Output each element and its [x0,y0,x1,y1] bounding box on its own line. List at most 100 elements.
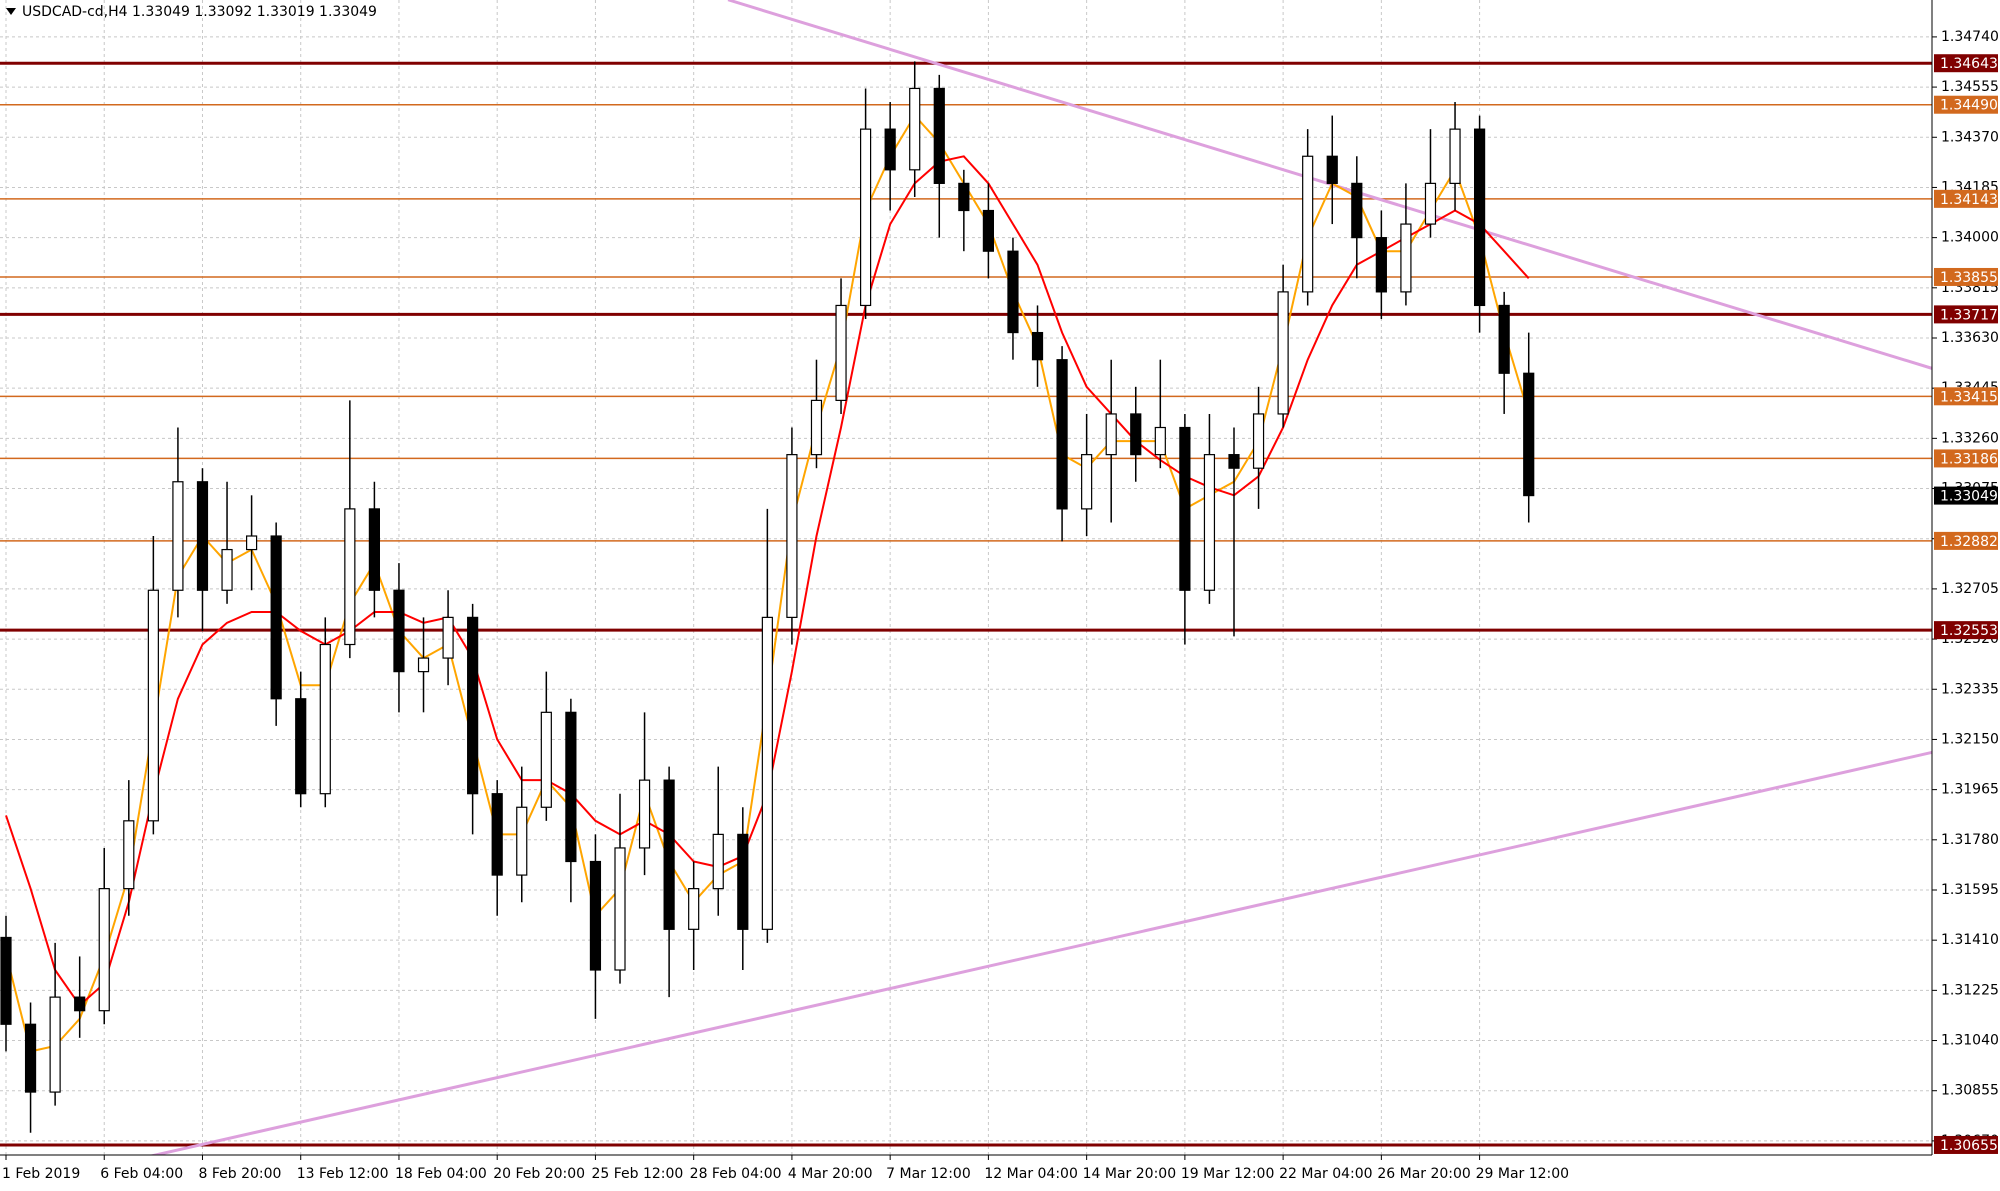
candle-body [1498,304,1510,374]
candle-body [737,833,749,930]
candle-body [1400,223,1412,293]
price-label: 1.33855 [1940,270,1998,286]
candle-body [516,806,528,876]
candle-body [540,711,552,808]
candle-body [1154,426,1166,456]
price-label-box [1934,305,1998,324]
x-tick-label: 14 Mar 20:00 [1083,1166,1176,1182]
candle-body [786,454,798,618]
price-label: 1.32553 [1940,623,1998,639]
candle-body [270,535,282,700]
price-label-box [1934,449,1998,468]
x-tick-label: 12 Mar 04:00 [984,1166,1077,1182]
x-tick-label: 20 Feb 20:00 [493,1166,585,1182]
candle-body [1031,331,1044,361]
candle-body [467,616,479,795]
price-label: 1.34143 [1940,192,1998,208]
candle-body [614,847,626,971]
x-tick-label: 19 Mar 12:00 [1181,1166,1274,1182]
price-label: 1.34643 [1940,56,1998,72]
price-label: 1.33186 [1940,451,1998,467]
candle-body [982,209,995,252]
price-label: 1.33049 [1940,489,1998,505]
candle-body [1523,372,1535,497]
dropdown-icon [6,8,16,15]
x-tick-label: 13 Feb 12:00 [297,1166,389,1182]
x-tick-label: 28 Feb 04:00 [690,1166,782,1182]
price-label-box [1934,531,1998,550]
candle-body [884,128,896,171]
x-tick-label: 8 Feb 20:00 [198,1166,281,1182]
candle-body [638,779,651,849]
candle-body [98,888,110,1012]
y-tick-label: 1.31040 [1941,1033,1999,1049]
candle-body [1007,250,1019,334]
candle-body [417,657,430,673]
candle-body [221,548,233,591]
x-tick-label: 7 Mar 12:00 [886,1166,971,1182]
candle-body [859,128,872,307]
candle-body [1302,155,1314,293]
candle-body [1473,128,1486,307]
candle-body [0,936,12,1025]
candle-body [663,779,675,930]
chart-title: USDCAD-cd,H4 1.33049 1.33092 1.33019 1.3… [22,4,377,20]
candle-body [958,182,970,212]
candle-body [368,508,380,591]
y-tick-label: 1.34740 [1941,29,1999,45]
plot-area [0,0,1932,1155]
y-tick-label: 1.34370 [1941,129,1999,145]
y-tick-label: 1.31965 [1941,782,1999,798]
candle-body [123,820,135,890]
price-label-box [1934,54,1998,73]
price-label-box [1934,387,1998,406]
y-tick-label: 1.34555 [1941,79,1999,95]
candle-body [49,996,61,1093]
candle-body [344,508,356,646]
candle-body [933,87,945,184]
candle-body [589,860,602,971]
candle-body [1179,426,1191,591]
y-tick-label: 1.33260 [1941,430,1999,446]
candle-body [1252,413,1265,469]
candle-body [835,304,847,401]
candle-body [393,589,405,673]
candle-body [1277,291,1289,415]
price-label: 1.30655 [1940,1138,1998,1154]
candle-body [1105,413,1117,456]
candle-body [1203,454,1216,591]
candle-body [1081,454,1093,510]
price-label-box [1934,621,1998,640]
y-tick-label: 1.31780 [1941,832,1999,848]
candle-body [1130,413,1142,456]
candle-body [246,535,258,551]
candle-body [1375,237,1387,293]
y-tick-label: 1.31595 [1941,882,1999,898]
x-tick-label: 22 Mar 04:00 [1279,1166,1372,1182]
price-label: 1.33415 [1940,389,1998,405]
candle-body [1228,454,1240,469]
x-tick-label: 25 Feb 12:00 [591,1166,683,1182]
y-tick-label: 1.33630 [1941,330,1999,346]
price-label-box [1934,95,1998,114]
candle-body [491,793,503,876]
candle-body [712,833,724,890]
price-label: 1.34490 [1940,98,1998,114]
candle-body [295,698,307,795]
candle-body [565,711,577,863]
x-tick-label: 6 Feb 04:00 [100,1166,183,1182]
candle-body [1424,182,1437,225]
candle-body [909,87,921,171]
candle-body [688,888,700,930]
candle-body [1351,182,1363,239]
price-label-box [1934,1135,1998,1154]
candle-body [74,996,86,1012]
y-tick-label: 1.31225 [1941,982,1999,998]
price-label-box [1934,486,1998,505]
candle-body [1449,128,1461,184]
candle-body [24,1023,37,1093]
price-label-box [1934,267,1998,286]
candle-body [761,616,773,930]
